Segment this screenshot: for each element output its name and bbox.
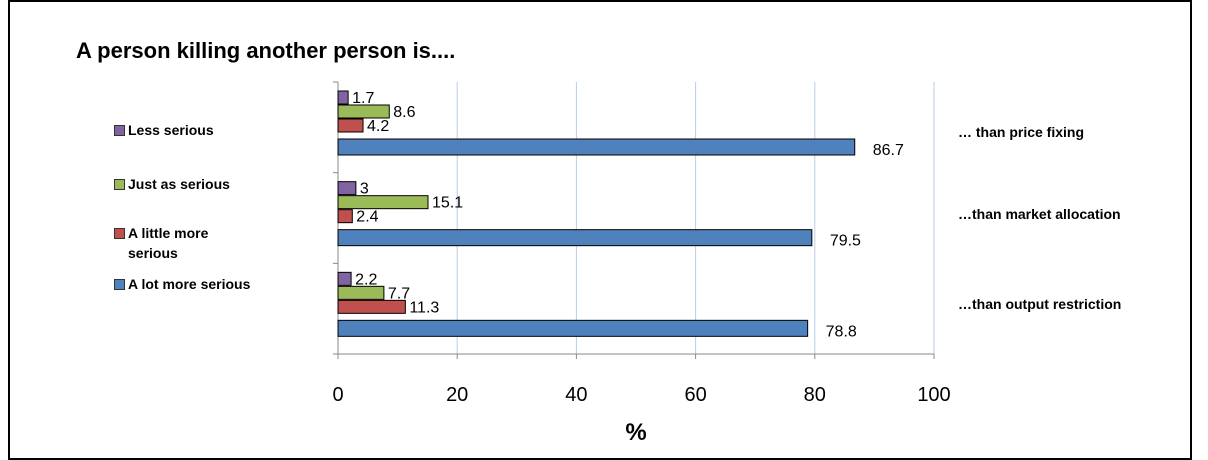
legend-item-just-as-serious: Just as serious	[114, 174, 268, 194]
category-label-price-fixing: … than price fixing	[958, 124, 1085, 140]
x-tick-label: 40	[565, 384, 587, 406]
category-label-market-allocation: …than market allocation	[958, 206, 1121, 222]
x-axis-title: %	[625, 419, 646, 446]
data-label: 15.1	[432, 195, 463, 212]
legend-item-lot-more-serious: A lot more serious	[114, 274, 308, 294]
bar	[337, 181, 357, 196]
data-label: 8.6	[393, 104, 415, 121]
x-tick-label: 0	[332, 384, 343, 406]
legend-label: Less serious	[128, 122, 214, 138]
legend-swatch	[114, 228, 125, 239]
data-label: 1.7	[352, 90, 374, 107]
legend-swatch	[114, 179, 125, 190]
bar	[337, 209, 353, 224]
legend-label: A lot more serious	[128, 276, 251, 292]
data-label: 3	[360, 181, 369, 198]
bar	[337, 104, 390, 119]
bar	[337, 138, 856, 156]
legend-item-little-more-serious: A little more serious	[114, 223, 248, 263]
chart-title: A person killing another person is....	[76, 38, 456, 63]
bar	[337, 118, 364, 133]
bar	[337, 229, 813, 247]
data-label: 79.5	[830, 233, 861, 250]
data-label: 2.2	[355, 271, 377, 288]
bar	[337, 299, 406, 314]
data-label: 7.7	[388, 285, 410, 302]
bar	[337, 90, 349, 105]
data-label: 4.2	[367, 118, 389, 135]
legend-label: Just as serious	[128, 176, 230, 192]
legend-item-less-serious: Less serious	[114, 120, 268, 140]
bar	[337, 285, 385, 300]
data-label: 2.4	[356, 209, 378, 226]
bar	[337, 271, 352, 286]
plot-area: 0 20 40 60 80 100 1.7 8.64.2 86.7 3 15.1 2.4 79.5 2.2…	[332, 81, 951, 446]
legend-swatch	[114, 279, 125, 290]
data-label: 11.3	[409, 299, 439, 316]
legend-swatch	[114, 125, 125, 136]
category-label-output-restriction: …than output restriction	[958, 296, 1122, 312]
x-tick-label: 20	[446, 384, 468, 406]
bar	[337, 319, 809, 337]
bar	[337, 195, 429, 210]
x-tick-label: 100	[917, 384, 950, 406]
legend-label: A little more serious	[128, 225, 209, 261]
x-tick-label: 80	[804, 384, 826, 406]
data-label: 86.7	[873, 142, 904, 159]
data-label: 78.8	[826, 323, 857, 340]
x-tick-label: 60	[684, 384, 706, 406]
